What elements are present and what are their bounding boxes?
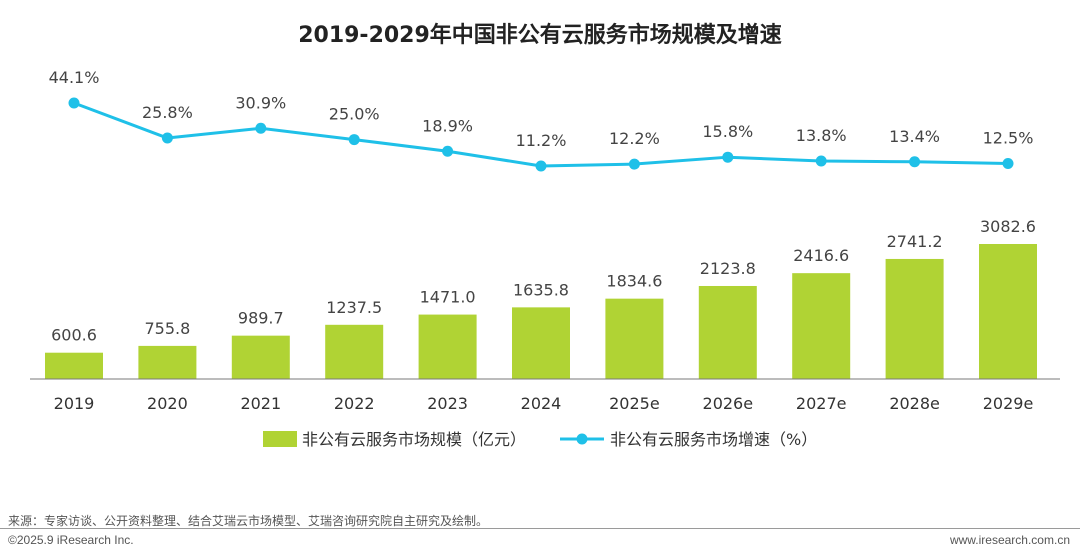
bar-label-2024: 1635.8 (513, 280, 569, 299)
bar-2023 (418, 314, 477, 379)
bar-2021 (231, 335, 290, 379)
bar-2019 (45, 352, 103, 379)
growth-point-2023 (442, 145, 454, 157)
growth-point-2026e (722, 151, 734, 163)
growth-label-2029e: 12.5% (983, 129, 1034, 148)
bar-label-2023: 1471.0 (420, 288, 476, 307)
bar-labels: 600.6 755.8 989.7 1237.5 1471.0 1635.8 1834.6 2… (51, 217, 1036, 345)
x-tick-2029e: 2029e (983, 394, 1034, 413)
bar-2029e (979, 244, 1037, 379)
legend-label-bar: 非公有云服务市场规模（亿元） (302, 430, 526, 449)
x-axis-ticks: 2019 2020 2021 2022 2023 2024 2025e 2026e 2027e 2… (54, 394, 1034, 413)
bar-label-2025e: 1834.6 (606, 272, 662, 291)
x-tick-2026e: 2026e (703, 394, 754, 413)
bar-2026e (698, 285, 757, 379)
footer-divider (0, 528, 1080, 529)
bar-label-2027e: 2416.6 (793, 246, 849, 265)
bar-series (45, 244, 1037, 379)
growth-label-2022: 25.0% (329, 105, 380, 124)
copyright-text: ©2025.9 iResearch Inc. (8, 533, 134, 547)
growth-point-2028e (909, 156, 921, 168)
growth-point-2025e (628, 158, 640, 170)
growth-label-2019: 44.1% (49, 68, 100, 87)
bar-2028e (885, 258, 944, 379)
bar-2025e (605, 298, 664, 379)
source-note: 来源：专家访谈、公开资料整理、结合艾瑞云市场模型、艾瑞咨询研究院自主研究及绘制。 (8, 514, 489, 528)
legend-swatch-marker (576, 433, 588, 445)
x-tick-2022: 2022 (334, 394, 375, 413)
growth-point-2020 (161, 132, 173, 144)
x-tick-2021: 2021 (240, 394, 281, 413)
legend: 非公有云服务市场规模（亿元） 非公有云服务市场增速（%） (263, 430, 817, 449)
chart-svg: 2019-2029年中国非公有云服务市场规模及增速 600.6 755.8 989.… (30, 22, 1060, 449)
x-tick-2019: 2019 (54, 394, 95, 413)
bar-label-2021: 989.7 (238, 309, 284, 328)
bar-2020 (138, 345, 197, 379)
bar-label-2022: 1237.5 (326, 298, 382, 317)
bar-2022 (325, 324, 384, 379)
growth-label-2023: 18.9% (422, 116, 473, 135)
growth-point-2027e (815, 155, 827, 167)
chart-title: 2019-2029年中国非公有云服务市场规模及增速 (298, 22, 782, 48)
x-tick-2027e: 2027e (796, 394, 847, 413)
growth-label-2021: 30.9% (235, 93, 286, 112)
growth-label-2026e: 15.8% (702, 122, 753, 141)
growth-point-2021 (255, 122, 267, 134)
bar-2027e (792, 273, 851, 379)
line-series (68, 97, 1014, 172)
bar-label-2019: 600.6 (51, 326, 97, 345)
x-tick-2028e: 2028e (889, 394, 940, 413)
growth-point-2024 (535, 160, 547, 172)
growth-label-2028e: 13.4% (889, 127, 940, 146)
growth-label-2025e: 12.2% (609, 129, 660, 148)
bar-2024 (512, 307, 570, 379)
growth-point-2019 (68, 97, 80, 109)
bar-label-2029e: 3082.6 (980, 217, 1036, 236)
x-tick-2025e: 2025e (609, 394, 660, 413)
line-labels: 44.1% 25.8% 30.9% 25.0% 18.9% 11.2% 12.2% 15.8%… (49, 68, 1034, 150)
x-tick-2020: 2020 (147, 394, 188, 413)
bar-label-2020: 755.8 (144, 319, 190, 338)
growth-point-2022 (348, 134, 360, 146)
website-link[interactable]: www.iresearch.com.cn (949, 533, 1070, 547)
x-tick-2023: 2023 (427, 394, 468, 413)
growth-label-2024: 11.2% (516, 131, 567, 150)
legend-swatch-bar (263, 431, 297, 447)
growth-label-2020: 25.8% (142, 103, 193, 122)
growth-point-2029e (1002, 158, 1014, 170)
bar-label-2026e: 2123.8 (700, 259, 756, 278)
legend-label-line: 非公有云服务市场增速（%） (610, 430, 817, 449)
growth-label-2027e: 13.8% (796, 126, 847, 145)
x-tick-2024: 2024 (521, 394, 562, 413)
bar-label-2028e: 2741.2 (887, 232, 943, 251)
